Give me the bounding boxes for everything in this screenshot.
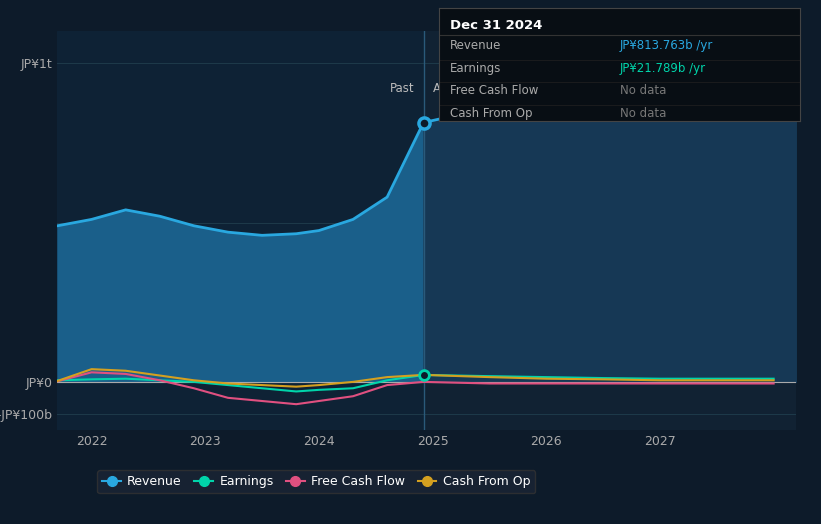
Text: No data: No data: [620, 107, 666, 120]
Text: Dec 31 2024: Dec 31 2024: [450, 19, 543, 32]
Text: Revenue: Revenue: [450, 39, 502, 52]
Text: JP¥21.789b /yr: JP¥21.789b /yr: [620, 62, 706, 75]
Bar: [424, 31, 796, 430]
Text: Earnings: Earnings: [450, 62, 502, 75]
Text: No data: No data: [620, 84, 666, 97]
Text: Past: Past: [390, 82, 415, 95]
Text: JP¥813.763b /yr: JP¥813.763b /yr: [620, 39, 713, 52]
Text: Analysts Forecasts: Analysts Forecasts: [433, 82, 543, 95]
Legend: Revenue, Earnings, Free Cash Flow, Cash From Op: Revenue, Earnings, Free Cash Flow, Cash …: [97, 470, 535, 493]
Bar: [57, 31, 424, 430]
Text: Cash From Op: Cash From Op: [450, 107, 533, 120]
Text: Free Cash Flow: Free Cash Flow: [450, 84, 539, 97]
